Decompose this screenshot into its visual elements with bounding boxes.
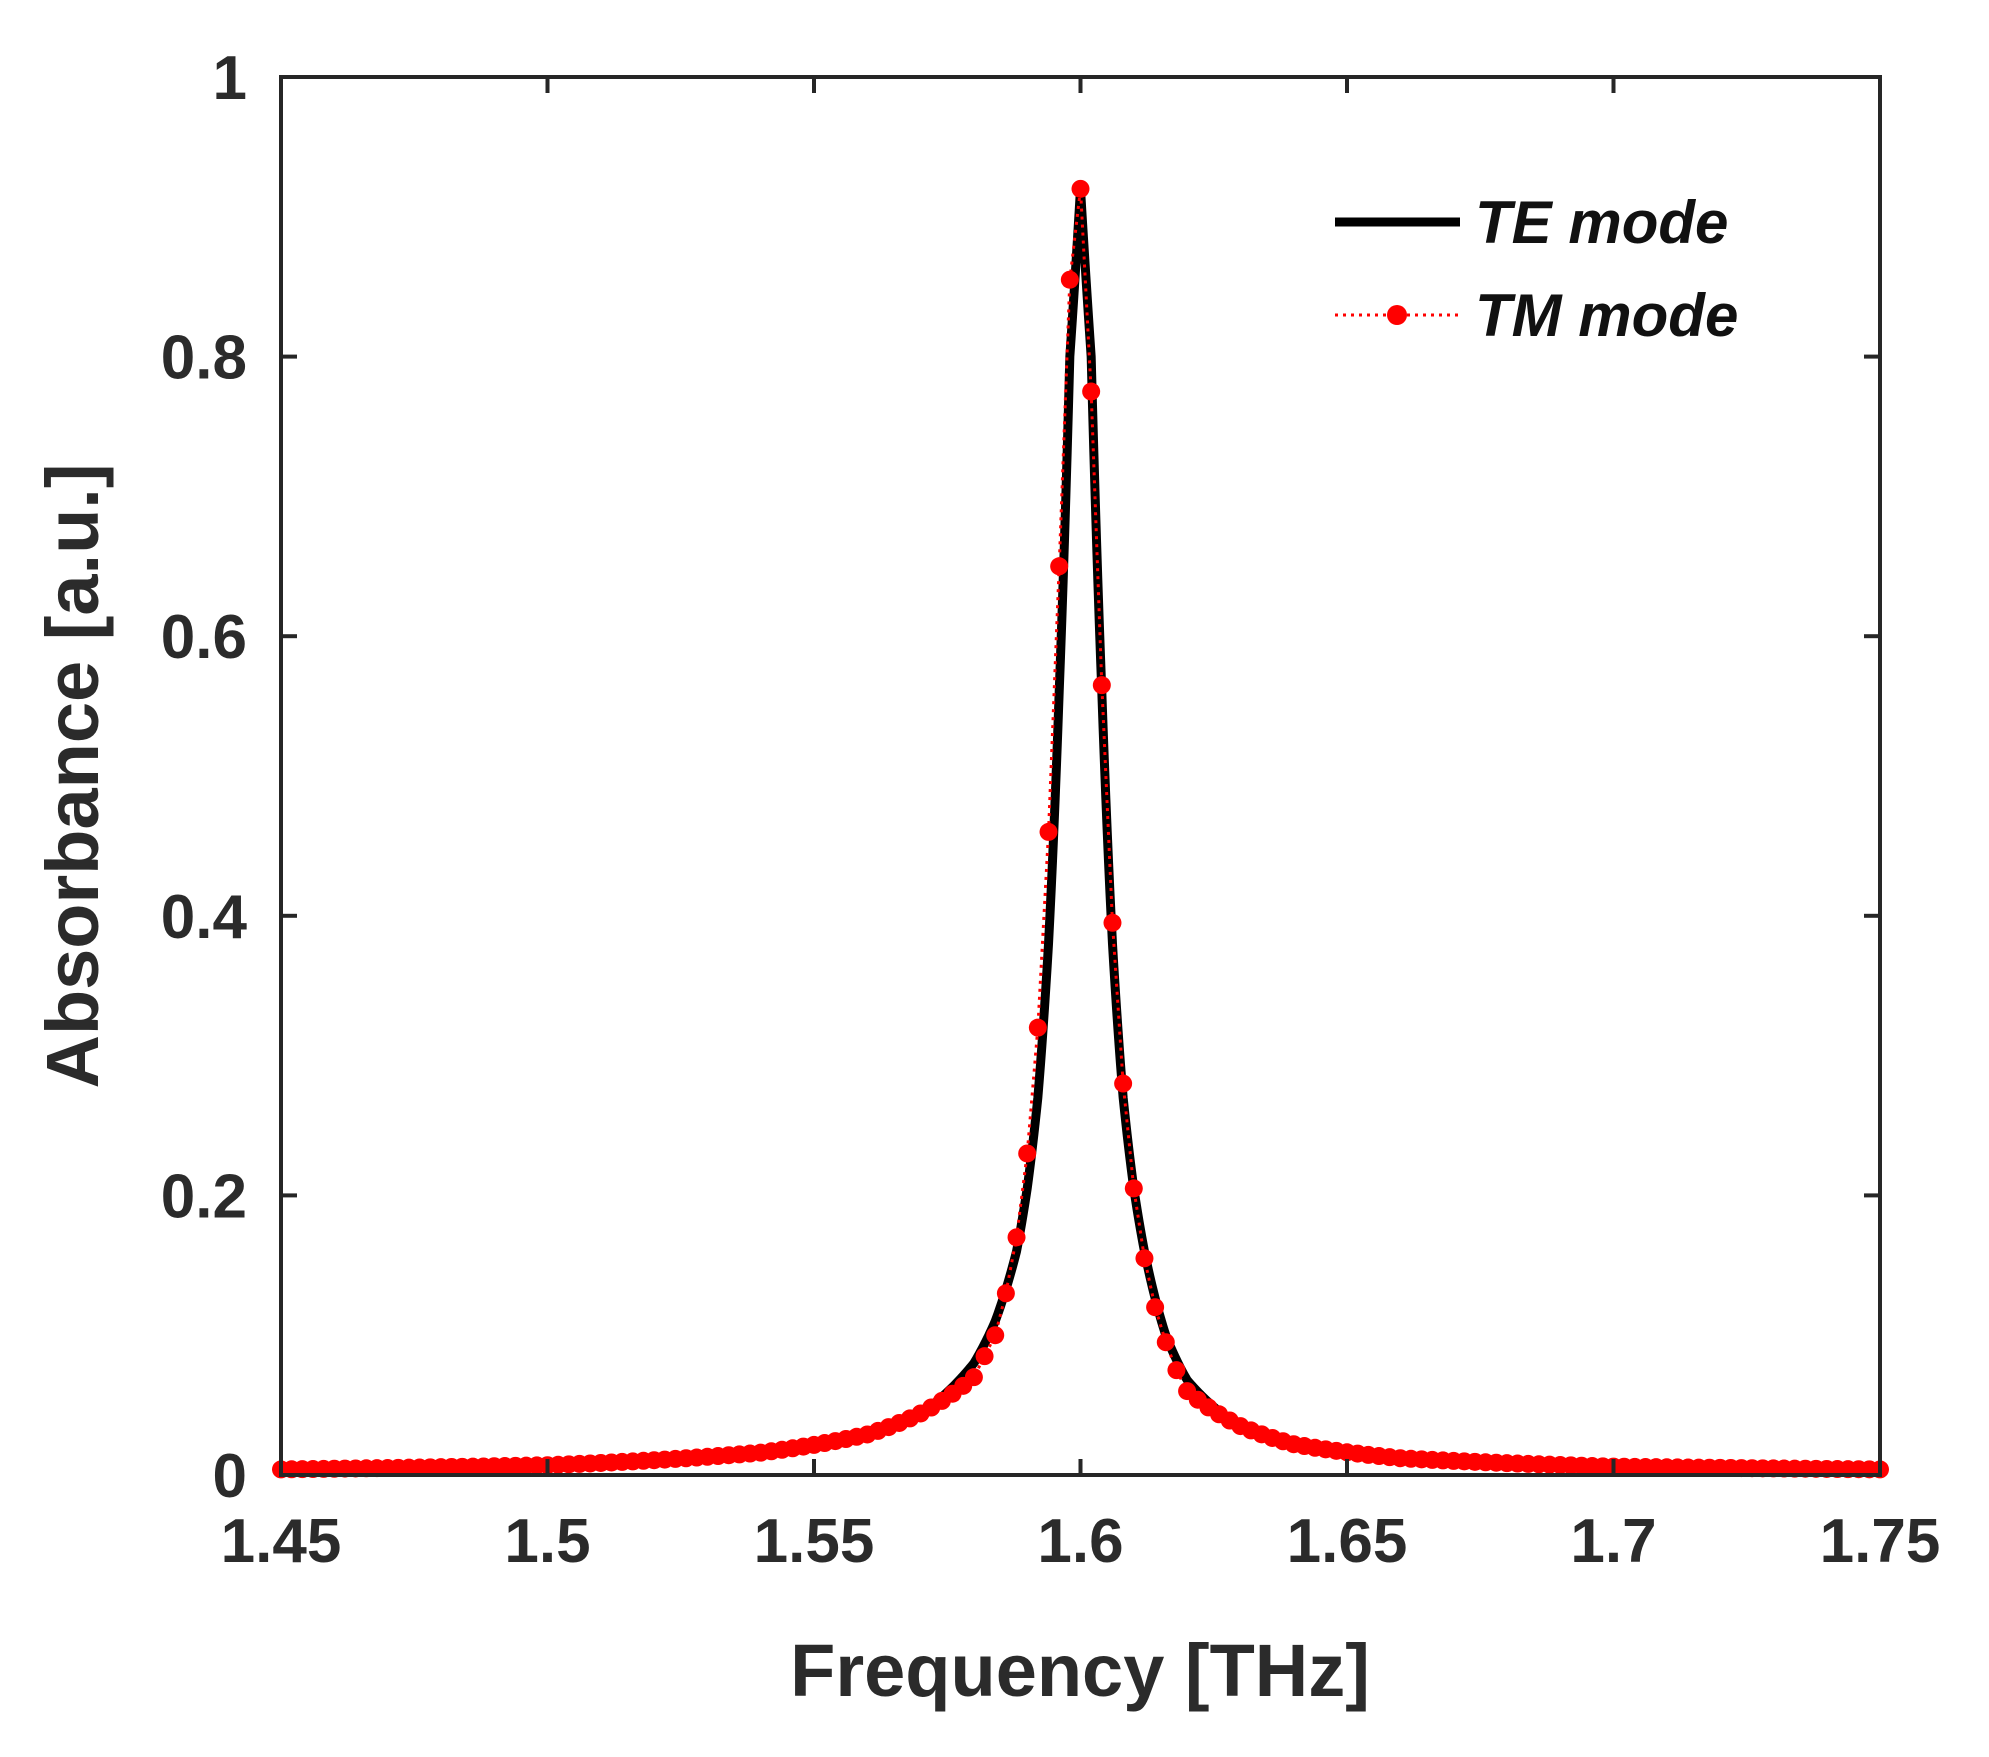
tm-mode-marker [1167, 1361, 1186, 1380]
tm-mode-marker [1028, 1018, 1047, 1037]
y-tick-label: 0.4 [161, 883, 248, 952]
tm-mode-marker [1082, 382, 1101, 401]
ticks-layer: 1.45 1.5 1.55 1.6 1.65 1.7 1.75 0 0.2 0.4 0.6 0.8 1 [161, 44, 1941, 1576]
tm-mode-marker [1060, 270, 1079, 289]
tm-mode-marker [1071, 179, 1090, 198]
x-tick-label: 1.55 [754, 1507, 875, 1576]
legend-tm-label: TM mode [1475, 282, 1738, 349]
y-tick-label: 0.2 [161, 1162, 247, 1231]
x-tick-label: 1.5 [504, 1507, 590, 1576]
x-axis-title: Frequency [THz] [790, 1629, 1370, 1712]
legend-tm-marker [1387, 305, 1407, 325]
tm-mode-marker [1092, 676, 1111, 695]
y-tick-label: 0 [213, 1442, 247, 1511]
x-tick-label: 1.7 [1570, 1507, 1656, 1576]
x-tick-label: 1.6 [1037, 1507, 1123, 1576]
tm-mode-marker [1050, 557, 1069, 576]
tm-mode-marker [964, 1368, 983, 1387]
y-axis-title: Absorbance [a.u.] [31, 464, 114, 1089]
tm-mode-marker [975, 1347, 994, 1366]
tm-mode-marker [1124, 1179, 1143, 1198]
legend-te-label: TE mode [1475, 189, 1728, 256]
x-tick-label: 1.65 [1287, 1507, 1408, 1576]
tm-mode-marker [1039, 822, 1058, 841]
tm-mode-marker [1146, 1298, 1165, 1317]
legend: TE mode TM mode [1335, 189, 1738, 349]
x-tick-label: 1.45 [221, 1507, 342, 1576]
tm-mode-marker [1018, 1144, 1037, 1163]
y-tick-label: 0.8 [161, 324, 247, 393]
tm-mode-marker [986, 1326, 1005, 1345]
tm-mode-marker [996, 1284, 1015, 1303]
tm-mode-marker [1156, 1333, 1175, 1352]
x-tick-label: 1.75 [1820, 1507, 1941, 1576]
tm-mode-marker [1114, 1074, 1133, 1093]
tm-mode-marker [1135, 1249, 1154, 1268]
y-tick-label: 0.6 [161, 603, 247, 672]
tm-mode-marker [1007, 1228, 1026, 1247]
tm-mode-marker [1103, 913, 1122, 932]
y-tick-label: 1 [213, 44, 247, 113]
